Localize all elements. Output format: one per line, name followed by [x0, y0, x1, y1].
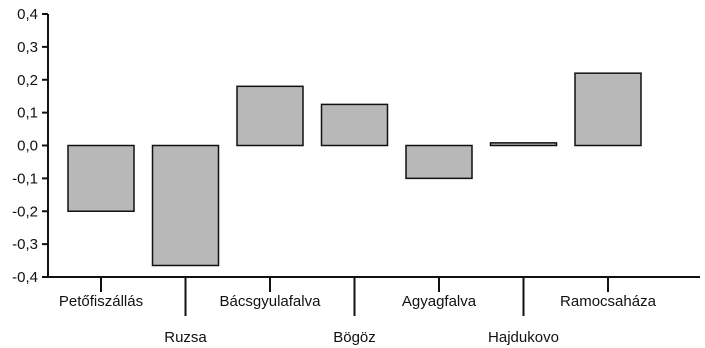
bar	[151, 144, 220, 267]
x-tick-label: Petőfiszállás	[59, 293, 143, 310]
y-tick-label: 0,3	[17, 39, 38, 56]
x-tick-label: Bácsgyulafalva	[220, 293, 322, 310]
y-tick-label: 0,4	[17, 6, 38, 23]
bar	[67, 144, 135, 212]
label-layer: Petőfiszállás Ruzsa Bácsgyulafalva Bögöz Agy…	[59, 293, 657, 346]
bar	[574, 72, 642, 147]
x-tick-label: Ramocsaháza	[560, 293, 657, 310]
y-tick-label: 0,1	[17, 105, 38, 122]
bar	[236, 85, 304, 147]
y-tick-label: -0,4	[12, 269, 38, 286]
bar	[405, 144, 473, 180]
x-tick-label: Ruzsa	[164, 329, 207, 346]
x-tick-label: Hajdukovo	[488, 329, 559, 346]
y-tick-label: 0,0	[17, 138, 38, 155]
y-tick-label: -0,2	[12, 203, 38, 220]
y-tick-label: -0,3	[12, 236, 38, 253]
x-tick-label: Bögöz	[333, 329, 376, 346]
x-tick-label: Agyagfalva	[402, 293, 477, 310]
y-tick-label: -0,1	[12, 170, 38, 187]
bar	[320, 103, 389, 147]
y-tick-label: 0,2	[17, 72, 38, 89]
bar-layer	[67, 72, 642, 267]
bar	[489, 142, 558, 147]
axis-layer: 0,4 0,3 0,2 0,1 0,0 -0,1 -0,2 -0,3 -0,4	[12, 6, 700, 316]
